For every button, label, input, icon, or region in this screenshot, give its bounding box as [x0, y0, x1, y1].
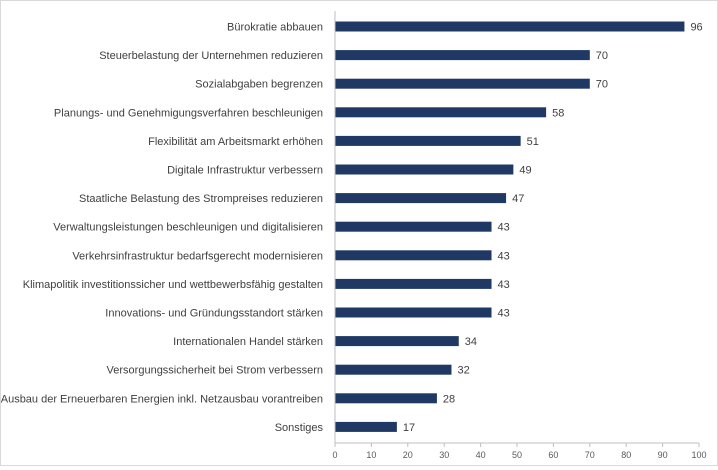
- bar-14: [335, 421, 397, 432]
- value-label: 51: [527, 136, 539, 148]
- bar-10: [335, 307, 492, 318]
- x-tick-label: 100: [691, 450, 706, 460]
- value-label: 17: [403, 422, 415, 434]
- x-tick-label: 30: [439, 450, 449, 460]
- bar-13: [335, 393, 437, 404]
- category-label: Sonstiges: [275, 422, 324, 434]
- category-label: Bürokratie abbauen: [227, 22, 323, 34]
- category-label: Verwaltungsleistungen beschleunigen und …: [53, 222, 323, 234]
- value-label: 43: [498, 222, 510, 234]
- bar-5: [335, 164, 514, 175]
- x-tick-label: 80: [621, 450, 631, 460]
- bars-layer: [335, 21, 685, 432]
- category-label: Innovations- und Gründungsstandort stärk…: [105, 308, 323, 320]
- bar-1: [335, 50, 590, 61]
- value-label: 70: [596, 79, 608, 91]
- bar-8: [335, 250, 492, 261]
- x-tick-label: 90: [658, 450, 668, 460]
- category-label: Ausbau der Erneuerbaren Energien inkl. N…: [1, 393, 323, 405]
- category-labels: Bürokratie abbauen Steuerbelastung der Un…: [1, 22, 324, 434]
- value-label: 96: [690, 22, 702, 34]
- category-label: Verkehrsinfrastruktur bedarfsgerecht mod…: [72, 250, 323, 262]
- category-label: Sozialabgaben begrenzen: [195, 79, 323, 91]
- bar-6: [335, 193, 507, 204]
- category-label: Flexibilität am Arbeitsmarkt erhöhen: [148, 136, 323, 148]
- bar-7: [335, 221, 492, 232]
- value-label: 47: [512, 193, 524, 205]
- value-labels: 96 70 70 58 51 49 47 43 43 43 43 34 32 28 17: [403, 22, 703, 434]
- value-label: 58: [552, 107, 564, 119]
- bar-2: [335, 78, 590, 89]
- value-label: 28: [443, 393, 455, 405]
- x-tick-label: 40: [476, 450, 486, 460]
- x-axis-ticks: 0 10 20 30 40 50 60 70 80 90 100: [332, 11, 707, 460]
- x-tick-label: 20: [403, 450, 413, 460]
- value-label: 34: [465, 336, 477, 348]
- bar-9: [335, 278, 492, 289]
- bar-4: [335, 135, 521, 146]
- bar-3: [335, 107, 547, 118]
- bar-11: [335, 336, 459, 347]
- category-label: Versorgungssicherheit bei Strom verbesse…: [107, 365, 323, 377]
- x-tick-label: 0: [332, 450, 337, 460]
- bar-12: [335, 364, 452, 375]
- category-label: Digitale Infrastruktur verbessern: [167, 165, 323, 177]
- value-label: 43: [498, 308, 510, 320]
- x-tick-label: 50: [512, 450, 522, 460]
- value-label: 43: [498, 250, 510, 262]
- x-tick-label: 70: [585, 450, 595, 460]
- value-label: 43: [498, 279, 510, 291]
- category-label: Staatliche Belastung des Strompreises re…: [79, 193, 323, 205]
- category-label: Steuerbelastung der Unternehmen reduzier…: [99, 50, 323, 62]
- x-tick-label: 60: [548, 450, 558, 460]
- x-tick-label: 10: [366, 450, 376, 460]
- value-label: 32: [457, 365, 469, 377]
- category-label: Internationalen Handel stärken: [173, 336, 323, 348]
- value-label: 49: [519, 165, 531, 177]
- category-label: Planungs- und Genehmigungsverfahren besc…: [54, 107, 323, 119]
- value-label: 70: [596, 50, 608, 62]
- category-label: Klimapolitik investitionssicher und wett…: [23, 279, 323, 291]
- bar-0: [335, 21, 685, 32]
